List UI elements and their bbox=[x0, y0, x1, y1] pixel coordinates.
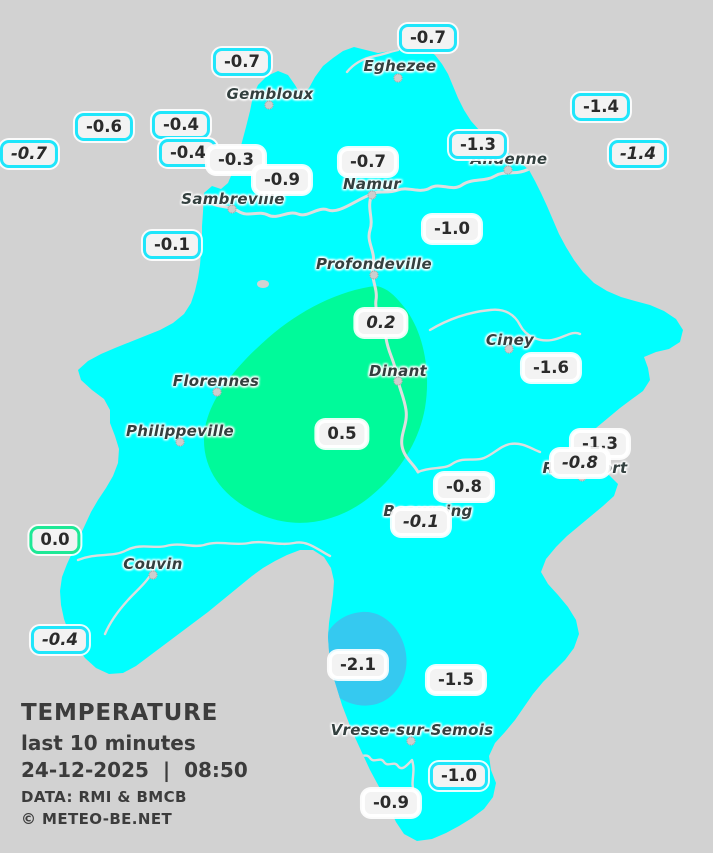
river-mehaigne bbox=[345, 48, 400, 74]
legend-title: TEMPERATURE bbox=[21, 700, 219, 726]
map-enclave bbox=[257, 280, 269, 288]
city-dot bbox=[503, 165, 513, 175]
temperature-value-box: -0.7 bbox=[398, 24, 458, 52]
legend-subtitle: last 10 minutes bbox=[21, 731, 196, 755]
river-meuse-north bbox=[370, 167, 531, 196]
legend-datetime: 24-12-2025 | 08:50 bbox=[21, 758, 248, 782]
city-dot bbox=[227, 204, 237, 214]
city-dot bbox=[393, 73, 403, 83]
legend-source: DATA: RMI & BMCB bbox=[21, 788, 187, 806]
city-dot bbox=[369, 270, 379, 280]
temperature-value-box: -0.8 bbox=[550, 449, 610, 477]
city-label: Vresse-sur-Semois bbox=[330, 721, 494, 739]
temperature-value-box: -0.6 bbox=[74, 113, 134, 141]
city-label: Couvin bbox=[123, 555, 183, 573]
city-dot bbox=[175, 437, 185, 447]
city-label: Profondeville bbox=[316, 255, 432, 273]
warm-temperature-zone bbox=[203, 286, 428, 523]
city-dot bbox=[367, 190, 377, 200]
temperature-value-box: 0.2 bbox=[355, 309, 407, 337]
city-dot bbox=[212, 387, 222, 397]
temperature-value-box: -0.7 bbox=[338, 148, 398, 176]
legend-copyright: © METEO-BE.NET bbox=[21, 810, 173, 828]
city-dot bbox=[504, 344, 514, 354]
temperature-value-box: -0.7 bbox=[0, 140, 59, 168]
city-dot bbox=[406, 736, 416, 746]
river-eau-noire bbox=[76, 540, 332, 562]
temperature-value-box: -0.8 bbox=[434, 473, 494, 501]
temperature-value-box: -0.4 bbox=[30, 626, 90, 654]
temperature-value-box: -2.1 bbox=[328, 651, 388, 679]
city-label: Eghezee bbox=[363, 57, 437, 75]
temperature-value-box: 0.5 bbox=[316, 420, 368, 448]
temperature-value-box: -1.4 bbox=[608, 140, 668, 168]
temperature-value-box: -1.6 bbox=[521, 354, 581, 382]
temperature-value-box: -1.5 bbox=[426, 666, 486, 694]
river-lesse bbox=[428, 308, 582, 342]
city-label: Ciney bbox=[485, 331, 535, 349]
city-label: Gembloux bbox=[226, 85, 314, 103]
city-dot bbox=[264, 100, 274, 110]
city-label: Florennes bbox=[172, 372, 260, 390]
temperature-value-box: 0.0 bbox=[29, 526, 81, 554]
temperature-value-box: -1.0 bbox=[422, 215, 482, 243]
temperature-value-box: -0.9 bbox=[361, 789, 421, 817]
temperature-value-box: -0.4 bbox=[151, 111, 211, 139]
city-label: Dinant bbox=[368, 362, 428, 380]
temperature-value-box: -1.4 bbox=[571, 93, 631, 121]
city-label: Sambreville bbox=[181, 190, 285, 208]
map-legend: TEMPERATURE last 10 minutes 24-12-2025 |… bbox=[21, 702, 248, 827]
temperature-value-box: -0.7 bbox=[212, 48, 272, 76]
city-label: Namur bbox=[343, 175, 401, 193]
temperature-value-box: -0.9 bbox=[252, 166, 312, 194]
temperature-value-box: -1.0 bbox=[429, 762, 489, 790]
temperature-value-box: -1.3 bbox=[448, 131, 508, 159]
temperature-value-box: -0.1 bbox=[391, 508, 451, 536]
river-meuse-south bbox=[367, 192, 420, 474]
city-dot bbox=[148, 570, 158, 580]
city-dot bbox=[393, 376, 403, 386]
temperature-value-box: -0.1 bbox=[142, 231, 202, 259]
river-lesse-south bbox=[416, 442, 542, 474]
city-label: Philippeville bbox=[125, 422, 235, 440]
